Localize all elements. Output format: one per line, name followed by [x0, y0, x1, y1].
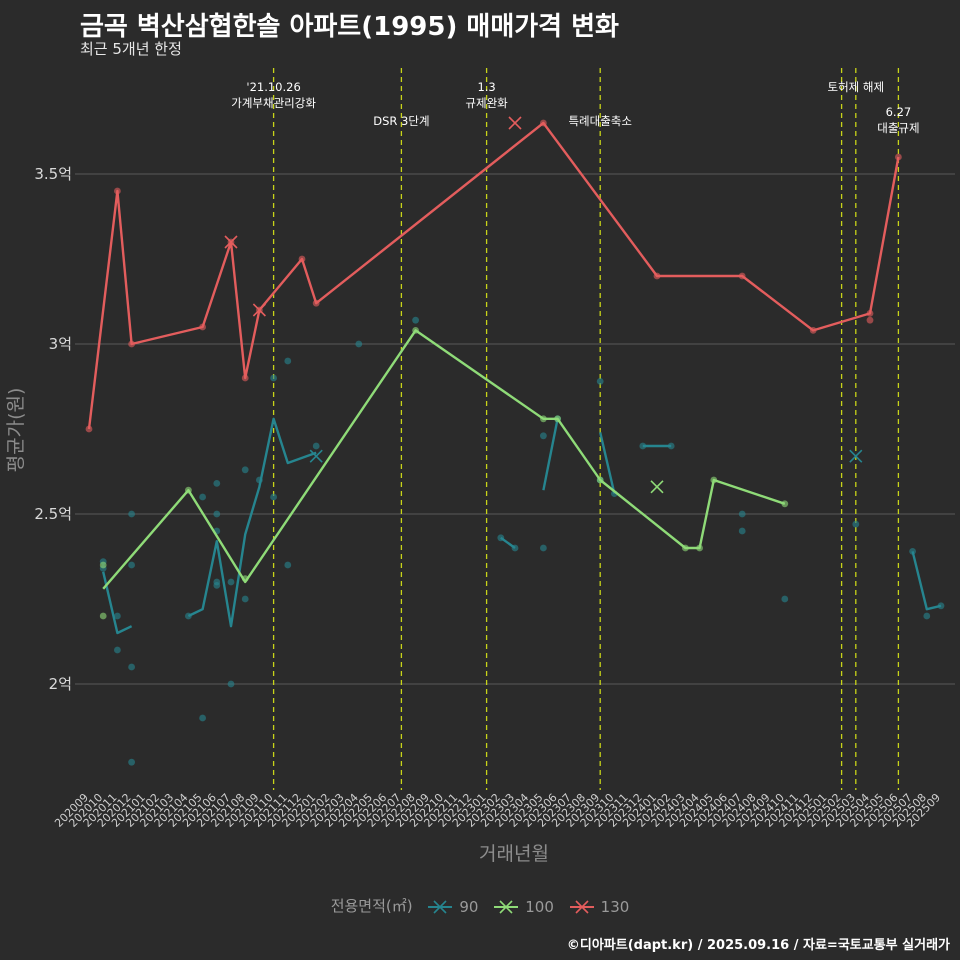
- legend-cross-90: [433, 900, 447, 914]
- y-axis-label: 평균가(원): [5, 388, 27, 473]
- point-90: [284, 357, 292, 365]
- legend-key-100: [494, 900, 519, 914]
- event-label: '21.10.26: [246, 80, 300, 94]
- legend-key-90: [428, 900, 453, 914]
- point-90: [852, 520, 860, 528]
- point-90: [596, 378, 604, 385]
- point-90: [540, 432, 547, 440]
- point-90: [128, 758, 136, 766]
- event-label: 6.27: [886, 105, 912, 119]
- y-tick-label: 3.5억: [34, 165, 72, 183]
- y-tick-label: 2.5억: [34, 505, 72, 523]
- point-90: [241, 466, 249, 474]
- event-label: 가계부채관리강화: [231, 96, 316, 110]
- cross-90: [849, 449, 863, 463]
- event-label: 대출규제: [877, 121, 919, 135]
- point-90: [923, 612, 931, 620]
- legend-key-130: [569, 900, 594, 914]
- chart-subtitle: 최근 5개년 한정: [80, 40, 182, 58]
- x-axis-label: 거래년월: [479, 843, 549, 865]
- line-100: [102, 329, 786, 590]
- source-caption: ©디아파트(dapt.kr) / 2025.09.16 / 자료=국토교통부 실…: [566, 938, 950, 953]
- legend-label-100: 100: [525, 897, 554, 916]
- point-90: [128, 561, 136, 569]
- series-100: [99, 327, 789, 620]
- point-90: [781, 595, 789, 603]
- line-90: [500, 536, 516, 549]
- line-130: [87, 121, 900, 430]
- point-90: [213, 510, 221, 518]
- legend-label-130: 130: [600, 897, 630, 916]
- event-label: 특례대출축소: [568, 114, 631, 128]
- point-90: [284, 561, 292, 569]
- data-series: [85, 116, 945, 766]
- point-90: [412, 316, 419, 324]
- point-90: [128, 663, 136, 671]
- point-90: [213, 480, 221, 487]
- line-90: [187, 417, 317, 628]
- legend-item-90: 90: [427, 897, 478, 916]
- point-90: [540, 544, 547, 552]
- cross-130: [252, 303, 266, 317]
- event-label: 1.3: [477, 80, 495, 94]
- cross-100: [650, 480, 664, 494]
- chart-title: 금곡 벽산삼협한솔 아파트(1995) 매매가격 변화: [80, 12, 619, 42]
- cross-90: [309, 449, 323, 463]
- line-90: [542, 418, 559, 491]
- point-90: [937, 602, 945, 610]
- gridlines: [75, 173, 955, 685]
- x-axis-ticks: 2020092020102020112020122021012021022021…: [52, 791, 943, 830]
- legend-item-130: 130: [569, 897, 630, 916]
- legend-cross-100: [499, 900, 513, 914]
- point-130: [866, 316, 874, 324]
- cross-130: [508, 116, 522, 130]
- legend-label-90: 90: [459, 897, 479, 916]
- point-90: [128, 510, 136, 518]
- legend: 전용면적(㎡) 90 100 130: [0, 895, 960, 916]
- point-100: [99, 561, 107, 569]
- point-90: [114, 646, 121, 654]
- point-90: [199, 493, 207, 501]
- point-90: [355, 340, 363, 348]
- y-tick-label: 2억: [49, 675, 72, 693]
- point-90: [227, 680, 235, 688]
- point-90: [738, 527, 746, 535]
- event-label: 규제완화: [465, 96, 508, 110]
- line-90: [599, 432, 616, 494]
- cross-130: [224, 235, 238, 249]
- series-130: [85, 116, 902, 433]
- series-90: [99, 316, 945, 766]
- y-tick-label: 3억: [49, 335, 72, 353]
- point-90: [270, 493, 277, 501]
- point-90: [199, 714, 207, 722]
- point-90: [639, 442, 647, 450]
- line-90: [102, 571, 133, 635]
- event-label: DSR 3단계: [373, 114, 429, 128]
- point-90: [738, 510, 746, 518]
- legend-title: 전용면적(㎡): [330, 897, 413, 915]
- point-90: [241, 595, 249, 603]
- point-100: [99, 612, 107, 620]
- legend-cross-130: [575, 900, 589, 914]
- event-label: 토허제 해제: [828, 80, 885, 94]
- y-axis-ticks: 2억 2.5억 3억 3.5억: [34, 165, 72, 693]
- point-90: [213, 582, 221, 589]
- legend-item-100: 100: [493, 897, 554, 916]
- line-90: [911, 551, 942, 611]
- point-90: [227, 578, 235, 586]
- point-90: [312, 442, 320, 450]
- point-90: [270, 374, 277, 382]
- point-90: [114, 612, 121, 620]
